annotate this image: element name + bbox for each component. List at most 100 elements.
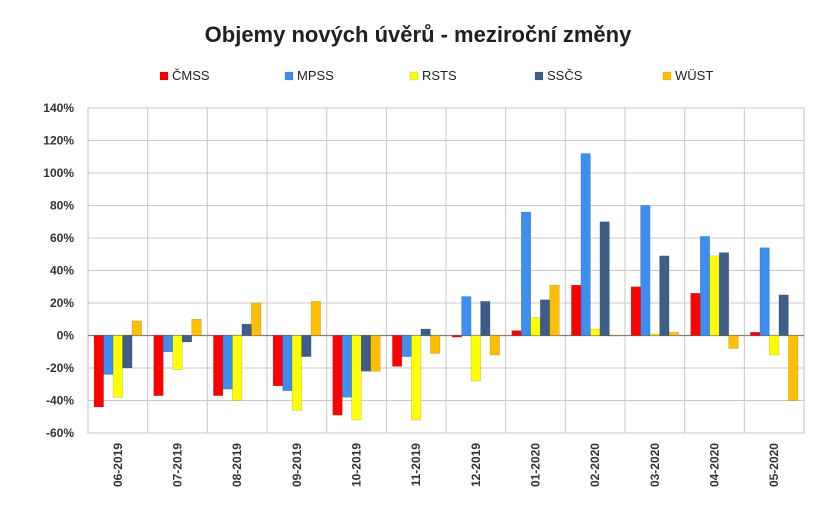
bar-wüst-10-2019 <box>370 335 381 372</box>
bar-rsts-11-2019 <box>411 335 422 421</box>
bar-rsts-12-2019 <box>470 335 481 382</box>
bar-mpss-03-2020 <box>640 205 651 336</box>
x-tick-label: 12-2019 <box>469 443 483 487</box>
y-tick-label: 60% <box>50 231 74 245</box>
bar-ssčs-11-2019 <box>420 328 431 336</box>
bar-rsts-03-2020 <box>649 333 660 336</box>
x-tick-label: 11-2019 <box>409 443 423 487</box>
y-axis: -60% -40% -20% 0% 20% 40% 60% 80% 100% 120% 140% <box>43 101 74 440</box>
bar-čmss-05-2020 <box>750 332 761 336</box>
bar-ssčs-03-2020 <box>659 255 670 336</box>
y-tick-label: -40% <box>46 394 74 408</box>
bar-mpss-09-2019 <box>282 335 293 391</box>
y-tick-label: 140% <box>43 101 74 115</box>
bar-ssčs-07-2019 <box>182 335 192 343</box>
x-tick-label: 01-2020 <box>529 443 543 487</box>
bar-mpss-02-2020 <box>580 153 591 336</box>
chart-title: Objemy nových úvěrů - meziroční změny <box>204 22 632 47</box>
bar-čmss-06-2019 <box>93 335 104 408</box>
x-axis: 06-2019 07-2019 08-2019 09-2019 10-2019 11-20… <box>111 443 781 487</box>
bar-wüst-11-2019 <box>430 335 441 354</box>
bar-mpss-12-2019 <box>461 296 472 336</box>
bar-rsts-04-2020 <box>709 255 720 336</box>
gridlines <box>87 107 805 434</box>
bar-ssčs-10-2019 <box>361 335 371 372</box>
bar-čmss-09-2019 <box>272 335 283 387</box>
bar-ssčs-04-2020 <box>719 252 729 336</box>
bar-čmss-02-2020 <box>571 284 582 336</box>
bar-mpss-05-2020 <box>759 247 770 336</box>
bar-wüst-03-2020 <box>668 332 679 336</box>
bar-mpss-01-2020 <box>521 211 531 336</box>
y-tick-label: 20% <box>50 296 74 310</box>
bar-mpss-10-2019 <box>342 335 352 398</box>
y-tick-label: 100% <box>43 166 74 180</box>
bar-rsts-06-2019 <box>112 335 123 398</box>
x-tick-label: 09-2019 <box>290 443 304 487</box>
bar-mpss-04-2020 <box>700 236 710 336</box>
bar-wüst-08-2019 <box>251 302 262 336</box>
y-tick-label: -60% <box>46 426 74 440</box>
bar-rsts-09-2019 <box>291 335 302 411</box>
bar-rsts-02-2020 <box>590 328 601 336</box>
bar-wüst-05-2020 <box>788 335 799 401</box>
x-tick-label: 03-2020 <box>648 443 662 487</box>
x-tick-label: 10-2019 <box>350 443 364 487</box>
bar-rsts-10-2019 <box>351 335 362 421</box>
x-tick-label: 02-2020 <box>588 443 602 487</box>
legend-swatch <box>159 71 169 81</box>
x-tick-label: 04-2020 <box>708 443 722 487</box>
bar-ssčs-08-2019 <box>241 323 252 336</box>
legend-label: ČMSS <box>172 68 210 83</box>
legend-swatch <box>409 71 419 81</box>
bar-rsts-05-2020 <box>769 335 780 356</box>
bar-ssčs-01-2020 <box>540 299 550 336</box>
legend: ČMSS MPSS RSTS SSČS WÜST <box>159 68 713 83</box>
bar-mpss-06-2019 <box>103 335 114 375</box>
bar-ssčs-05-2020 <box>778 294 789 336</box>
legend-label: WÜST <box>675 68 713 83</box>
x-tick-label: 05-2020 <box>767 443 781 487</box>
bar-wüst-12-2019 <box>489 335 500 356</box>
legend-label: MPSS <box>297 68 334 83</box>
legend-label: RSTS <box>422 68 457 83</box>
bar-mpss-07-2019 <box>163 335 173 352</box>
bar-rsts-07-2019 <box>172 335 183 370</box>
bar-čmss-01-2020 <box>511 330 522 336</box>
bar-ssčs-09-2019 <box>301 335 312 357</box>
bar-wüst-06-2019 <box>131 320 142 336</box>
x-tick-label: 06-2019 <box>111 443 125 487</box>
legend-swatch <box>284 71 294 81</box>
bar-čmss-08-2019 <box>213 335 224 396</box>
bars <box>93 153 799 421</box>
y-tick-label: -20% <box>46 361 74 375</box>
legend-label: SSČS <box>547 68 583 83</box>
x-tick-label: 07-2019 <box>171 443 185 487</box>
bar-rsts-08-2019 <box>232 335 243 401</box>
bar-čmss-10-2019 <box>332 335 343 416</box>
bar-wüst-07-2019 <box>191 319 202 336</box>
y-tick-label: 40% <box>50 264 74 278</box>
bar-wüst-04-2020 <box>728 335 739 349</box>
bar-ssčs-06-2019 <box>122 335 133 369</box>
bar-ssčs-12-2019 <box>480 301 491 336</box>
legend-swatch <box>534 71 544 81</box>
bar-čmss-07-2019 <box>153 335 164 396</box>
x-tick-label: 08-2019 <box>230 443 244 487</box>
bar-mpss-11-2019 <box>401 335 412 357</box>
bar-wüst-02-2020 <box>609 335 620 337</box>
y-tick-label: 80% <box>50 199 74 213</box>
bar-wüst-01-2020 <box>549 284 560 336</box>
y-tick-label: 120% <box>43 134 74 148</box>
bar-mpss-08-2019 <box>222 335 233 390</box>
bar-čmss-12-2019 <box>451 335 462 338</box>
bar-čmss-11-2019 <box>392 335 403 367</box>
y-tick-label: 0% <box>57 329 75 343</box>
legend-swatch <box>662 71 672 81</box>
bar-rsts-01-2020 <box>530 317 541 336</box>
bar-čmss-04-2020 <box>690 293 701 336</box>
bar-čmss-03-2020 <box>630 286 641 336</box>
bar-ssčs-02-2020 <box>599 221 610 336</box>
bar-wüst-09-2019 <box>310 301 321 336</box>
